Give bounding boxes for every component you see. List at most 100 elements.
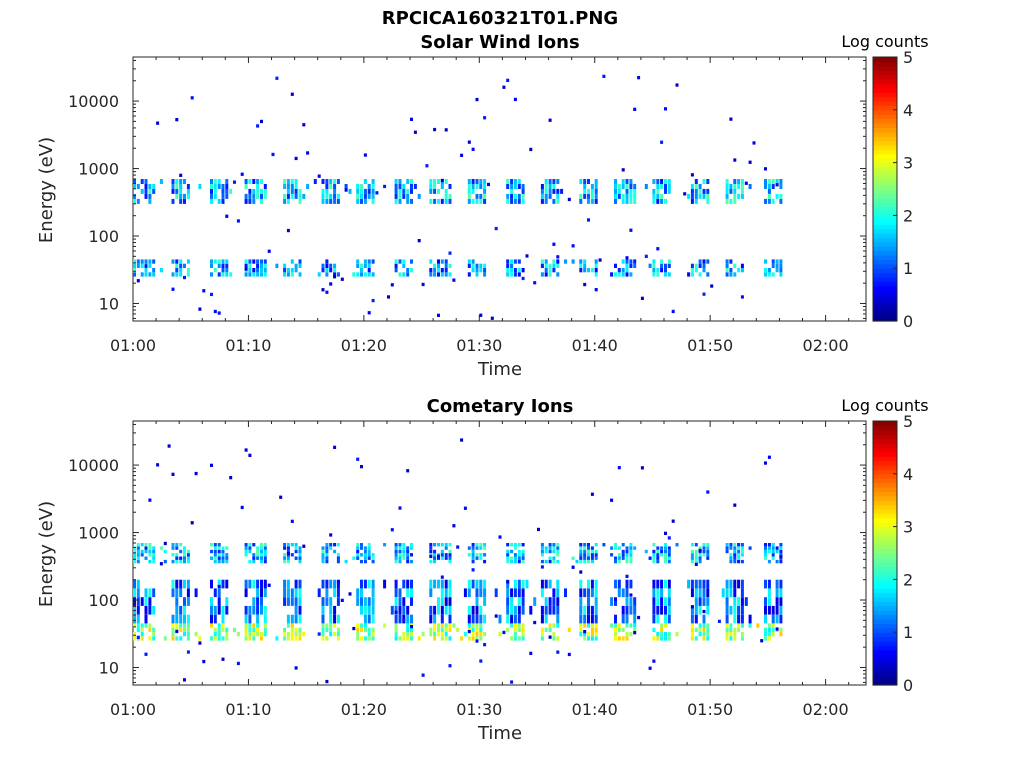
spectrogram-cell bbox=[260, 272, 263, 277]
spectrogram-cell bbox=[186, 627, 190, 632]
spectrogram-cell bbox=[779, 614, 783, 624]
spectrogram-cell bbox=[629, 228, 633, 232]
spectrogram-cell bbox=[590, 605, 594, 615]
spectrogram-cell bbox=[252, 198, 256, 204]
spectrogram-cell bbox=[183, 263, 186, 268]
spectrogram-cell bbox=[171, 632, 175, 637]
colorbar-swatch bbox=[873, 509, 897, 514]
spectrogram-cell bbox=[252, 605, 256, 615]
spectrogram-cell bbox=[360, 268, 363, 273]
spectrogram-cell bbox=[583, 588, 587, 598]
spectrogram-cell bbox=[133, 263, 136, 268]
spectrogram-cell bbox=[475, 198, 479, 204]
spectrogram-cell bbox=[667, 579, 671, 589]
spectrogram-cell bbox=[133, 553, 136, 557]
spectrogram-cell bbox=[283, 636, 287, 641]
spectrogram-cell bbox=[544, 184, 548, 189]
spectrogram-cell bbox=[656, 605, 660, 615]
spectrogram-cell bbox=[179, 198, 183, 204]
spectrogram-cell bbox=[371, 632, 375, 637]
spectrogram-cell bbox=[213, 605, 217, 615]
spectrogram-cell bbox=[475, 627, 479, 632]
spectrogram-cell bbox=[721, 588, 725, 598]
spectrogram-cell bbox=[479, 579, 483, 589]
spectrogram-cell bbox=[267, 249, 271, 253]
spectrogram-cell bbox=[479, 659, 483, 663]
spectrogram-cell bbox=[444, 636, 448, 641]
spectrogram-cell bbox=[213, 627, 217, 632]
spectrogram-cell bbox=[133, 193, 136, 199]
spectrogram-cell bbox=[456, 545, 460, 549]
spectrogram-cell bbox=[494, 588, 498, 598]
spectrogram-cell bbox=[363, 272, 367, 277]
spectrogram-cell bbox=[440, 588, 444, 598]
spectrogram-cell bbox=[767, 579, 771, 589]
spectrogram-cell bbox=[406, 636, 410, 641]
spectrogram-cell bbox=[448, 543, 452, 547]
spectrogram-cell bbox=[371, 553, 375, 557]
spectrogram-cell bbox=[175, 553, 179, 557]
spectrogram-cell bbox=[175, 259, 179, 264]
spectrogram-cell bbox=[360, 627, 363, 632]
spectrogram-cell bbox=[614, 579, 617, 589]
spectrogram-cell bbox=[764, 272, 767, 277]
spectrogram-cell bbox=[614, 632, 617, 637]
spectrogram-cell bbox=[213, 543, 217, 547]
spectrogram-cell bbox=[325, 268, 329, 273]
spectrogram-cell bbox=[471, 632, 475, 637]
spectrogram-cell bbox=[325, 636, 329, 641]
spectrogram-cell bbox=[263, 623, 267, 628]
spectrogram-cell bbox=[471, 605, 475, 615]
spectrogram-cell bbox=[437, 188, 440, 194]
spectrogram-cell bbox=[629, 579, 633, 589]
spectrogram-cell bbox=[410, 543, 413, 547]
spectrogram-cell bbox=[136, 588, 140, 598]
spectrogram-cell bbox=[548, 549, 552, 554]
spectrogram-cell bbox=[398, 553, 402, 557]
spectrogram-cell bbox=[656, 579, 660, 589]
spectrogram-cell bbox=[779, 579, 783, 589]
spectrogram-cell bbox=[513, 97, 517, 102]
spectrogram-cell bbox=[667, 559, 671, 564]
spectrogram-cell bbox=[617, 188, 621, 194]
spectrogram-cell bbox=[148, 546, 152, 550]
spectrogram-cell bbox=[540, 588, 544, 598]
spectrogram-cell bbox=[190, 96, 194, 100]
spectrogram-cell bbox=[186, 559, 190, 564]
spectrogram-cell bbox=[213, 184, 217, 189]
spectrogram-cell bbox=[537, 527, 540, 532]
spectrogram-cell bbox=[517, 193, 521, 199]
spectrogram-cell bbox=[698, 263, 702, 268]
spectrogram-cell bbox=[417, 193, 421, 199]
spectrogram-cell bbox=[144, 193, 148, 199]
spectrogram-cell bbox=[702, 179, 706, 184]
spectrogram-cell bbox=[614, 179, 617, 184]
spectrogram-cell bbox=[394, 549, 398, 554]
spectrogram-cell bbox=[629, 188, 633, 194]
spectrogram-cell bbox=[725, 632, 729, 637]
spectrogram-cell bbox=[706, 632, 710, 637]
spectrogram-cell bbox=[548, 597, 552, 606]
spectrogram-cell bbox=[529, 147, 533, 152]
spectrogram-cell bbox=[202, 289, 206, 293]
colorbar-swatch bbox=[873, 469, 897, 475]
spectrogram-cell bbox=[317, 272, 321, 277]
spectrogram-cell bbox=[179, 623, 183, 628]
spectrogram-cell bbox=[444, 268, 448, 273]
spectrogram-cell bbox=[510, 193, 514, 199]
colorbar-swatch bbox=[873, 557, 897, 563]
spectrogram-cell bbox=[467, 259, 471, 264]
spectrogram-cell bbox=[336, 614, 340, 624]
spectrogram-cell bbox=[240, 505, 244, 510]
spectrogram-cell bbox=[283, 546, 287, 550]
spectrogram-cell bbox=[767, 272, 771, 277]
spectrogram-cell bbox=[152, 546, 156, 550]
spectrogram-cell bbox=[294, 156, 298, 161]
x-tick-label: 02:00 bbox=[803, 700, 849, 719]
spectrogram-cell bbox=[286, 632, 290, 637]
spectrogram-cell bbox=[325, 597, 329, 606]
spectrogram-cell bbox=[171, 627, 175, 632]
spectrogram-cell bbox=[433, 198, 437, 204]
spectrogram-cell bbox=[290, 268, 294, 273]
colorbar-swatch bbox=[873, 92, 897, 98]
